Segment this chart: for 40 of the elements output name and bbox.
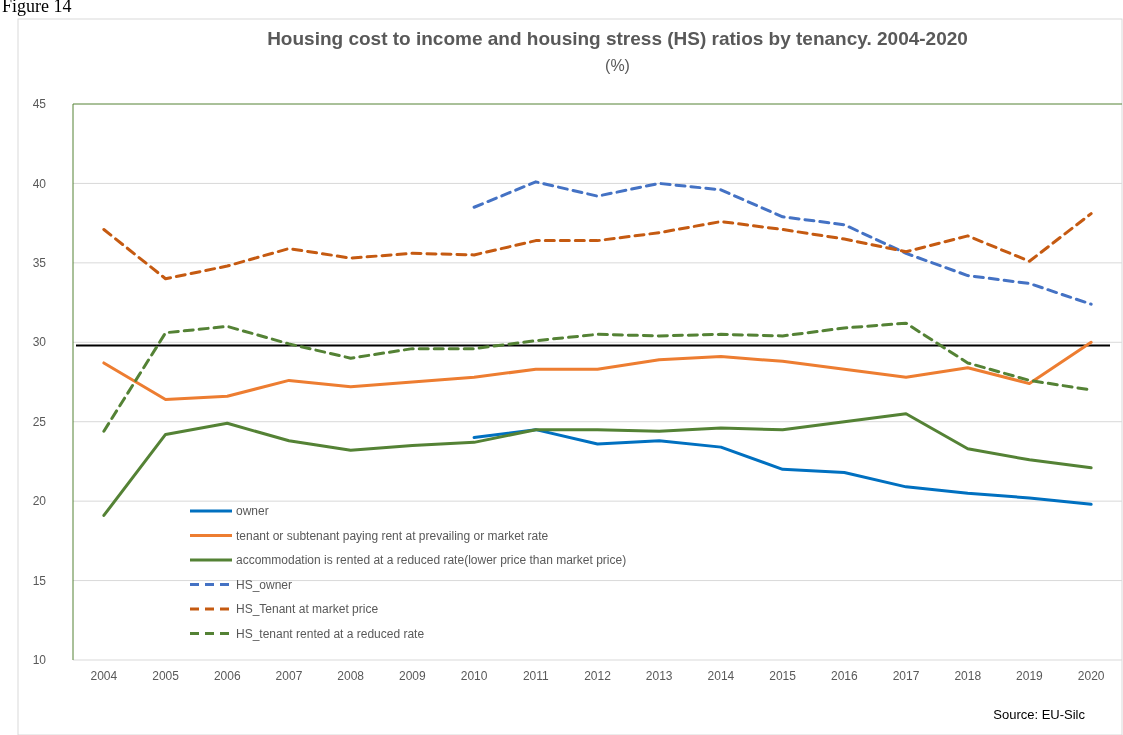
x-tick-label: 2009	[399, 669, 427, 683]
y-tick-label: 20	[32, 494, 47, 509]
line-series	[472, 180, 1093, 306]
x-tick-label: 2006	[213, 669, 241, 683]
caption: Figure 14	[2, 0, 72, 16]
line-series	[102, 212, 1093, 281]
x-tick-label: 2015	[769, 669, 797, 683]
source-note: Source: EU-Silc	[993, 707, 1086, 722]
chart-subtitle: (%)	[605, 57, 630, 74]
x-tick-label: 2011	[522, 669, 550, 683]
legend-label: tenant or subtenant paying rent at prevailing or market rate	[236, 528, 549, 543]
y-tick-label: 30	[32, 335, 47, 350]
x-tick-label: 2020	[1077, 669, 1105, 683]
line-series	[472, 428, 1093, 506]
y-tick-label: 35	[32, 256, 47, 271]
x-tick-label: 2008	[337, 669, 365, 683]
legend-label: owner	[236, 504, 269, 519]
x-tick-label: 2016	[830, 669, 858, 683]
legend-label: HS_tenant rented at a reduced rate	[236, 626, 425, 641]
y-tick-label: 25	[32, 414, 47, 429]
x-tick-label: 2018	[954, 669, 982, 683]
y-tick-label: 15	[32, 573, 47, 588]
chart-title: Housing cost to income and housing stress (HS) ratios by tenancy. 2004-2020	[267, 28, 968, 49]
x-tick-label: 2012	[584, 669, 612, 683]
y-tick-label: 10	[32, 653, 47, 668]
line-series	[102, 412, 1093, 517]
legend-label: accommodation is rented at a reduced rate(lower price than market price)	[236, 553, 627, 568]
x-tick-label: 2010	[460, 669, 488, 683]
x-tick-label: 2019	[1016, 669, 1044, 683]
line-series	[102, 340, 1093, 401]
y-tick-label: 40	[32, 176, 47, 191]
y-tick-label: 45	[32, 97, 47, 112]
x-tick-label: 2007	[275, 669, 303, 683]
legend-label: HS_Tenant at market price	[236, 602, 379, 617]
x-tick-label: 2013	[645, 669, 673, 683]
x-tick-label: 2017	[892, 669, 920, 683]
x-tick-label: 2014	[707, 669, 735, 683]
x-tick-label: 2005	[152, 669, 180, 683]
legend-label: HS_owner	[236, 577, 293, 592]
x-tick-label: 2004	[90, 669, 118, 683]
